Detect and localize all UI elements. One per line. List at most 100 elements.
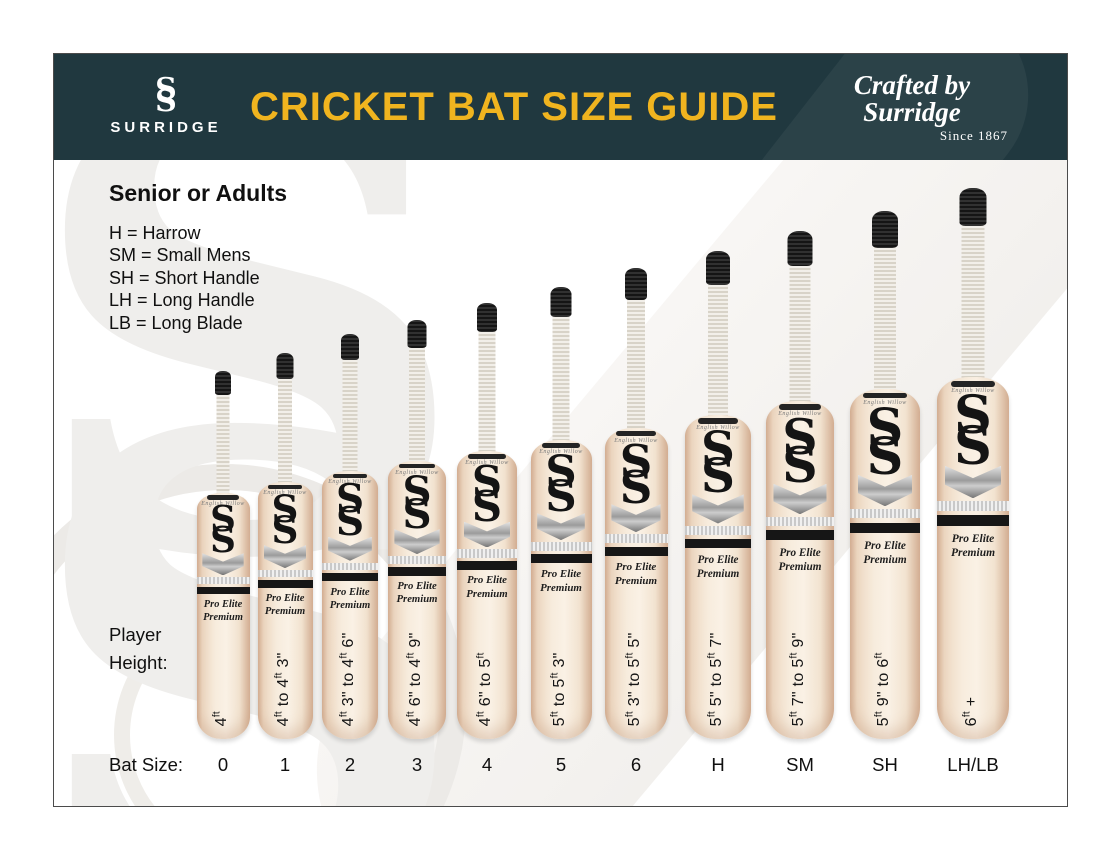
bat-size-value: SM bbox=[786, 754, 814, 775]
bat-black-stripe bbox=[388, 567, 446, 576]
bat-texture-band bbox=[937, 500, 1009, 511]
willow-text: English Willow bbox=[539, 449, 583, 456]
player-height-value: 4ft to 4ft 3" bbox=[273, 652, 292, 726]
page-title: CRICKET BAT SIZE GUIDE bbox=[250, 84, 778, 129]
bat-handle bbox=[478, 328, 496, 456]
bat-grip bbox=[625, 268, 647, 300]
bat-shoulder-band bbox=[206, 495, 240, 500]
player-height-value: 5ft to 5ft 3" bbox=[549, 652, 568, 726]
bat-handle bbox=[627, 296, 645, 433]
bat-grip bbox=[787, 231, 813, 266]
bat-size-value: 6 bbox=[630, 754, 642, 775]
legend: H = Harrow SM = Small Mens SH = Short Hand… bbox=[109, 222, 260, 334]
bat-size-value: LH/LB bbox=[947, 754, 999, 775]
bat-black-stripe bbox=[322, 573, 378, 582]
player-height-value: 5ft 5" to 5ft 7" bbox=[706, 632, 725, 726]
willow-text: English Willow bbox=[328, 479, 372, 486]
bat-grip bbox=[872, 211, 898, 248]
bat-handle bbox=[216, 391, 230, 498]
bat-model-text: Pro Elite Premium bbox=[778, 546, 822, 573]
bat-model-text: Pro Elite Premium bbox=[466, 574, 508, 600]
bat-chevron-icon bbox=[263, 544, 307, 569]
legend-item: H = Harrow bbox=[109, 223, 201, 243]
bat-black-stripe bbox=[685, 538, 751, 549]
player-height-label: Player Height: bbox=[109, 624, 168, 673]
bat-shoulder-band bbox=[863, 392, 907, 399]
bat-shoulder-band bbox=[616, 431, 656, 437]
bat-size-value: 2 bbox=[344, 754, 356, 775]
bat-black-stripe bbox=[766, 530, 834, 541]
bat-chevron-icon bbox=[202, 553, 244, 576]
willow-text: English Willow bbox=[395, 469, 439, 476]
bat-size-value: SH bbox=[872, 754, 898, 775]
size-guide-card: SS SS SURRIDGE CRICKET BAT SIZE GUIDE Cr… bbox=[53, 53, 1068, 807]
legend-item: SM = Small Mens bbox=[109, 245, 251, 266]
legend-item: SH = Short Handle bbox=[109, 267, 260, 288]
bat-handle bbox=[342, 356, 358, 476]
bat-black-stripe bbox=[937, 515, 1009, 527]
bat-shoulder-band bbox=[950, 380, 996, 387]
bat-texture-band bbox=[766, 516, 834, 527]
player-height-value: 6ft + bbox=[961, 696, 980, 726]
bat-handle bbox=[708, 281, 728, 420]
bat-handle bbox=[961, 222, 985, 382]
bat-shoulder-band bbox=[468, 453, 506, 459]
bat-size-row: 0 1 2 3 4 5 6 H SM SH LH/LB bbox=[54, 754, 1067, 780]
bat-handle bbox=[789, 262, 811, 406]
bat-handle bbox=[552, 313, 570, 445]
bat-grip bbox=[959, 188, 987, 226]
player-height-value: 4ft bbox=[211, 710, 230, 726]
bat-grip bbox=[407, 320, 427, 348]
player-height-value: 4ft 6" to 5ft bbox=[475, 652, 494, 726]
bat-black-stripe bbox=[530, 554, 592, 564]
willow-text: English Willow bbox=[465, 459, 509, 466]
willow-text: English Willow bbox=[263, 489, 307, 496]
bat-texture-band bbox=[388, 556, 446, 564]
willow-text: English Willow bbox=[614, 437, 658, 444]
player-height-value: 4ft 3" to 4ft 6" bbox=[338, 632, 357, 726]
bat-black-stripe bbox=[604, 546, 668, 557]
bat-texture-band bbox=[850, 508, 920, 519]
player-height-value: 5ft 7" to 5ft 9" bbox=[788, 632, 807, 726]
tagline-script: Crafted by Surridge bbox=[853, 70, 971, 127]
tagline-since: Since 1867 bbox=[939, 128, 1008, 143]
bat-model-text: Pro Elite Premium bbox=[329, 586, 371, 611]
bat-size-value: 1 bbox=[279, 754, 291, 775]
bat-size-value: 0 bbox=[217, 754, 229, 775]
legend-item: LH = Long Handle bbox=[109, 290, 255, 311]
willow-text: English Willow bbox=[863, 399, 907, 406]
bat-black-stripe bbox=[196, 586, 250, 595]
bat-grip bbox=[276, 353, 294, 379]
bat-texture-band bbox=[196, 577, 250, 584]
bat-model-text: Pro Elite Premium bbox=[540, 567, 582, 594]
bat-black-stripe bbox=[457, 561, 517, 570]
